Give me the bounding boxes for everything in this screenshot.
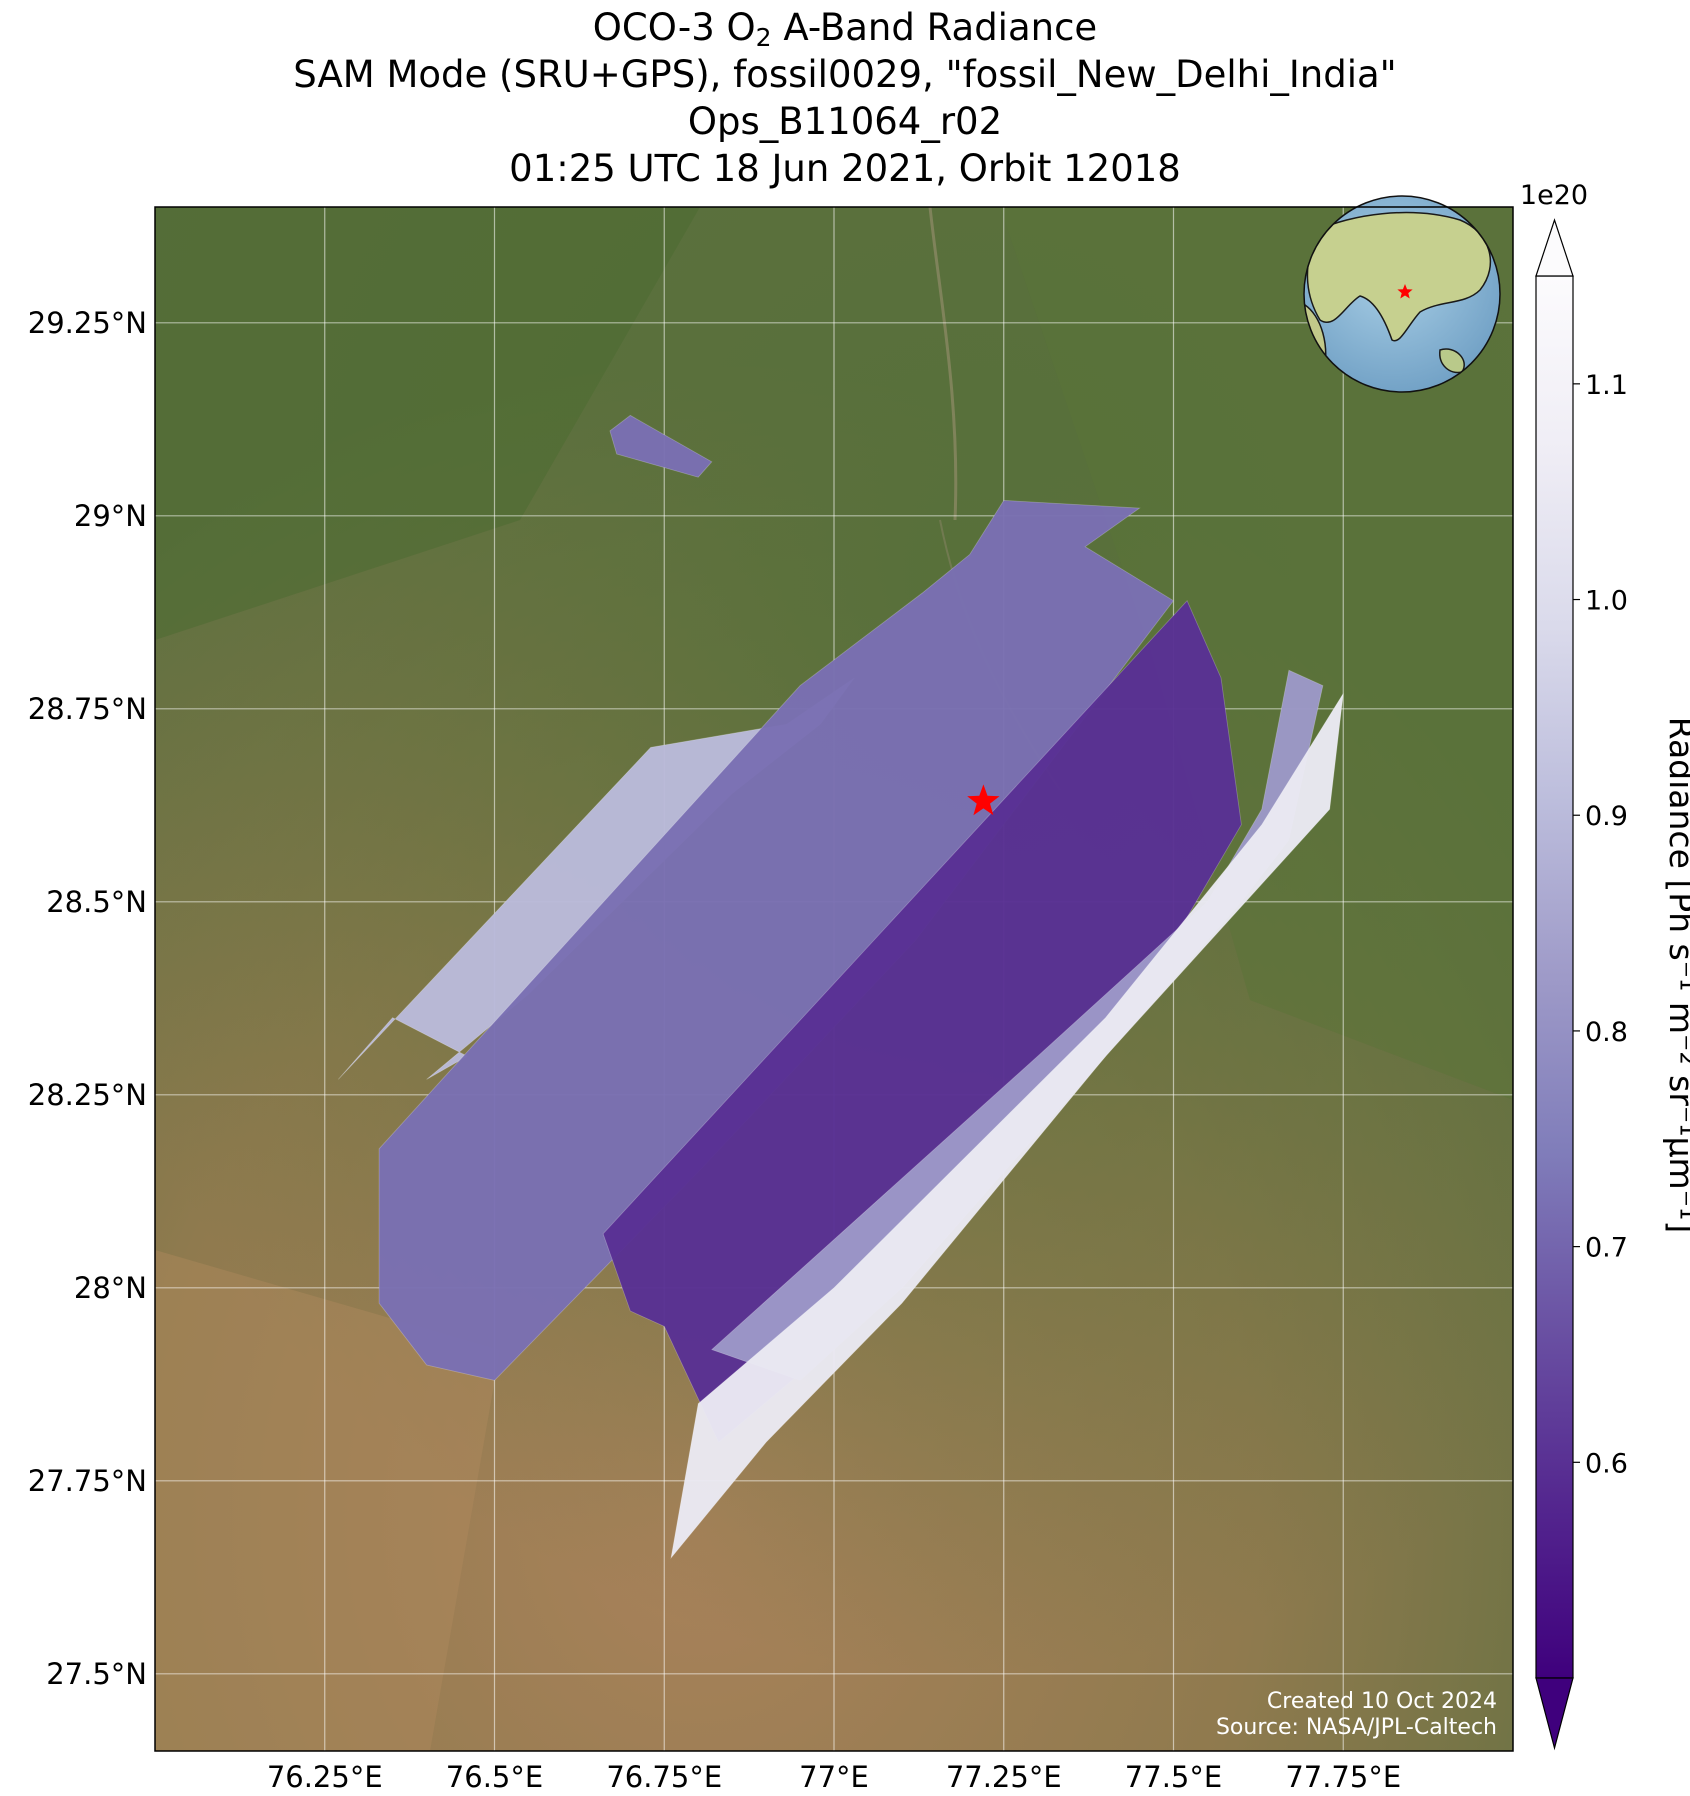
- globe-target-star-icon: [1397, 284, 1413, 299]
- colorbar-tick-label: 1.1: [1585, 370, 1628, 401]
- map-frame: [154, 206, 1514, 1752]
- target-star-icon: [967, 784, 1000, 816]
- credit-created: Created 10 Oct 2024: [1267, 1689, 1497, 1714]
- title-line-1: OCO-3 O2 A-Band Radiance: [0, 4, 1690, 51]
- radiance-swaths: [337, 414, 1344, 1560]
- radiance-swath: [670, 693, 1344, 1560]
- lon-tick-label: 76.25°E: [267, 1760, 383, 1794]
- lon-tick-label: 77.5°E: [1125, 1760, 1222, 1794]
- lat-tick-label: 28.75°N: [28, 692, 147, 726]
- title-line-2: SAM Mode (SRU+GPS), fossil0029, "fossil_…: [293, 53, 1397, 96]
- inset-globe: [1303, 195, 1501, 393]
- colorbar-ticks: 0.6 0.7 0.8 0.9 1.0 1.1: [1573, 370, 1628, 1479]
- target-marker-layer: [967, 784, 1000, 816]
- longitude-tick-labels: 76.25°E 76.5°E 76.75°E 77°E 77.25°E 77.5°E 77.…: [267, 1760, 1401, 1794]
- title-line-3: Ops_B11064_r02: [687, 100, 1003, 143]
- lon-tick-label: 77.25°E: [946, 1760, 1062, 1794]
- radiance-swath: [378, 499, 1175, 1381]
- lat-tick-label: 28.5°N: [46, 885, 147, 919]
- lat-tick-label: 28.25°N: [28, 1078, 147, 1112]
- colorbar-exponent: 1e20: [1520, 180, 1588, 211]
- lat-tick-label: 28°N: [74, 1271, 147, 1305]
- colorbar-tick-label: 0.7: [1585, 1233, 1628, 1264]
- colorbar-gradient: [1535, 275, 1574, 1679]
- lon-tick-label: 76.75°E: [606, 1760, 722, 1794]
- title-line-4: 01:25 UTC 18 Jun 2021, Orbit 12018: [509, 147, 1181, 190]
- colorbar-tick-label: 0.8: [1585, 1017, 1628, 1048]
- title-subscript: 2: [755, 23, 772, 52]
- lat-tick-label: 27.75°N: [28, 1464, 147, 1498]
- colorbar-extend-top-icon: [1535, 218, 1574, 277]
- lon-tick-label: 76.5°E: [446, 1760, 543, 1794]
- colorbar-tick-label: 0.9: [1585, 801, 1628, 832]
- colorbar-tick-label: 1.0: [1585, 586, 1628, 617]
- lat-tick-label: 29.25°N: [28, 306, 147, 340]
- title-text: OCO-3 O: [592, 6, 756, 49]
- colorbar-extend-bottom-icon: [1535, 1677, 1574, 1751]
- title-block: OCO-3 O2 A-Band Radiance SAM Mode (SRU+G…: [0, 4, 1690, 192]
- lon-tick-label: 77.75°E: [1285, 1760, 1401, 1794]
- lon-tick-label: 77°E: [799, 1760, 869, 1794]
- latitude-tick-labels: 29.25°N 29°N 28.75°N 28.5°N 28.25°N 28°N 27.75…: [28, 306, 147, 1691]
- lat-tick-label: 29°N: [74, 499, 147, 533]
- colorbar-tick-label: 0.6: [1585, 1448, 1628, 1479]
- radiance-swath: [609, 414, 713, 478]
- lat-tick-label: 27.5°N: [46, 1657, 147, 1691]
- credit-source: Source: NASA/JPL-Caltech: [1216, 1715, 1497, 1740]
- colorbar: 0.6 0.7 0.8 0.9 1.0 1.1 1e20 Radiance [Ph s⁻¹…: [1520, 180, 1690, 1751]
- title-text-rest: A-Band Radiance: [771, 6, 1098, 49]
- colorbar-label: Radiance [Ph s⁻¹ m⁻² sr⁻¹μm⁻¹]: [1662, 717, 1690, 1233]
